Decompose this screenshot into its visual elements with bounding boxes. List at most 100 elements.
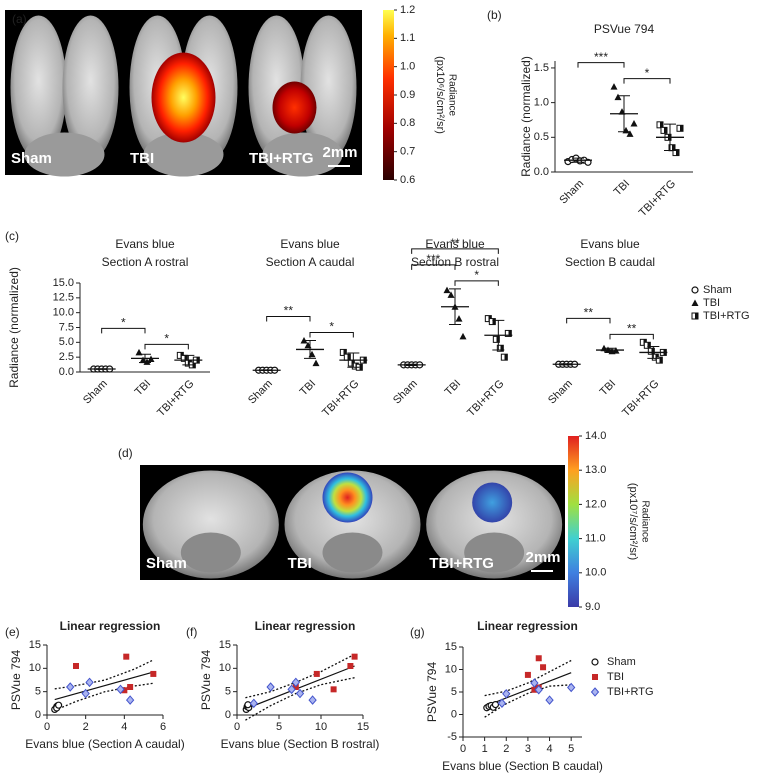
colorbar-tick-label: 0.7 bbox=[400, 146, 415, 158]
error-bar bbox=[572, 157, 584, 163]
data-point bbox=[492, 335, 500, 343]
signal-blob bbox=[272, 81, 317, 134]
data-point bbox=[672, 149, 680, 157]
error-bar bbox=[664, 123, 676, 151]
colorbar-title: Radiance bbox=[639, 500, 650, 543]
confidence-band bbox=[484, 684, 572, 718]
colorbar-tick-label: 10.0 bbox=[585, 567, 606, 579]
y-tick-label: 7.5 bbox=[59, 321, 74, 333]
image-label: Sham bbox=[146, 555, 187, 572]
x-axis-label: Evans blue (Section A caudal) bbox=[25, 737, 184, 751]
x-tick-label: Sham bbox=[81, 378, 110, 407]
colorbar-tick-label: 13.0 bbox=[585, 464, 606, 476]
data-point bbox=[630, 119, 638, 127]
colorbar-tick-label: 14.0 bbox=[585, 430, 606, 442]
data-point bbox=[656, 121, 664, 129]
x-tick-label: 5 bbox=[276, 721, 282, 733]
panel-label: (f) bbox=[186, 625, 197, 639]
brain bbox=[262, 132, 343, 177]
x-tick-label: 10 bbox=[315, 721, 327, 733]
data-point bbox=[530, 678, 539, 688]
colorbar-tick-label: 9.0 bbox=[585, 601, 600, 613]
colorbar-tick-label: 1.1 bbox=[400, 32, 415, 44]
x-tick-label: TBI+RTG bbox=[320, 378, 361, 419]
data-point bbox=[443, 286, 451, 294]
significance-bracket bbox=[411, 248, 499, 254]
error-bar bbox=[405, 363, 418, 366]
data-point bbox=[655, 356, 663, 364]
x-tick-label: Sham bbox=[557, 178, 586, 207]
error-bar bbox=[604, 347, 616, 353]
data-point bbox=[535, 655, 542, 662]
error-bar bbox=[139, 353, 151, 364]
data-point bbox=[121, 687, 128, 694]
legend-label: Sham bbox=[607, 656, 636, 668]
significance-bracket bbox=[577, 62, 625, 68]
data-point bbox=[244, 701, 252, 709]
x-tick-label: TBI+RTG bbox=[465, 378, 506, 419]
y-tick-label: -5 bbox=[447, 731, 457, 743]
error-bar bbox=[560, 363, 573, 366]
data-point bbox=[54, 701, 63, 709]
significance-label: ** bbox=[627, 322, 637, 336]
data-point bbox=[540, 664, 547, 671]
chart-title: Evans blue bbox=[115, 237, 175, 251]
data-point bbox=[343, 353, 351, 361]
y-tick-label: 0.0 bbox=[59, 366, 74, 378]
y-axis-label: Radiance (normalized) bbox=[7, 267, 21, 388]
legend-label: TBI+RTG bbox=[703, 310, 750, 322]
y-tick-label: 0.0 bbox=[534, 166, 549, 178]
y-tick-label: 5 bbox=[35, 686, 41, 698]
x-tick-label: 0 bbox=[234, 721, 240, 733]
brain bbox=[10, 15, 67, 160]
confidence-band bbox=[54, 682, 154, 711]
y-tick-label: 15.0 bbox=[53, 277, 74, 289]
brain-section bbox=[322, 532, 383, 573]
x-tick-label: TBI bbox=[598, 378, 619, 399]
data-point bbox=[85, 677, 94, 688]
signal-blob bbox=[322, 472, 373, 523]
data-point bbox=[73, 663, 79, 669]
x-tick-label: Sham bbox=[246, 378, 275, 407]
x-tick-label: 5 bbox=[568, 743, 574, 755]
legend-marker bbox=[691, 286, 699, 294]
data-point bbox=[81, 688, 90, 699]
data-point bbox=[567, 682, 576, 693]
significance-bracket bbox=[411, 264, 456, 270]
colorbar-tick-label: 0.8 bbox=[400, 117, 415, 129]
chart-title: Section B caudal bbox=[565, 255, 655, 269]
brain bbox=[24, 132, 105, 177]
y-tick-label: 1.0 bbox=[534, 97, 549, 109]
significance-bracket bbox=[266, 316, 311, 322]
x-tick-label: 6 bbox=[160, 721, 166, 733]
data-point bbox=[143, 358, 151, 365]
data-point bbox=[488, 318, 496, 326]
data-point bbox=[455, 315, 463, 322]
significance-label: * bbox=[121, 316, 126, 330]
chart-title: Section A rostral bbox=[102, 255, 189, 269]
colorbar-tick-label: 1.0 bbox=[400, 61, 415, 73]
x-tick-label: TBI+RTG bbox=[637, 178, 678, 219]
data-point bbox=[351, 653, 358, 660]
chart-title: Evans blue bbox=[580, 237, 640, 251]
data-point bbox=[339, 348, 347, 356]
brain-section bbox=[426, 470, 563, 579]
error-bar bbox=[618, 95, 630, 133]
x-tick-label: TBI bbox=[298, 378, 319, 399]
image-label: TBI+RTG bbox=[249, 150, 314, 167]
y-tick-label: 10 bbox=[29, 662, 41, 674]
data-point bbox=[291, 677, 300, 688]
signal-blob bbox=[151, 52, 216, 143]
data-point bbox=[497, 698, 507, 709]
data-point bbox=[496, 344, 504, 352]
image-label: TBI bbox=[130, 150, 154, 167]
y-tick-label: 0 bbox=[225, 709, 231, 721]
signal-blob bbox=[472, 482, 513, 523]
confidence-band bbox=[245, 677, 355, 721]
significance-bracket bbox=[309, 332, 354, 338]
y-tick-label: 15 bbox=[29, 639, 41, 651]
colorbar-tick-label: 0.9 bbox=[400, 89, 415, 101]
scale-bar-label: 2mm bbox=[525, 549, 560, 566]
data-point bbox=[502, 689, 511, 699]
